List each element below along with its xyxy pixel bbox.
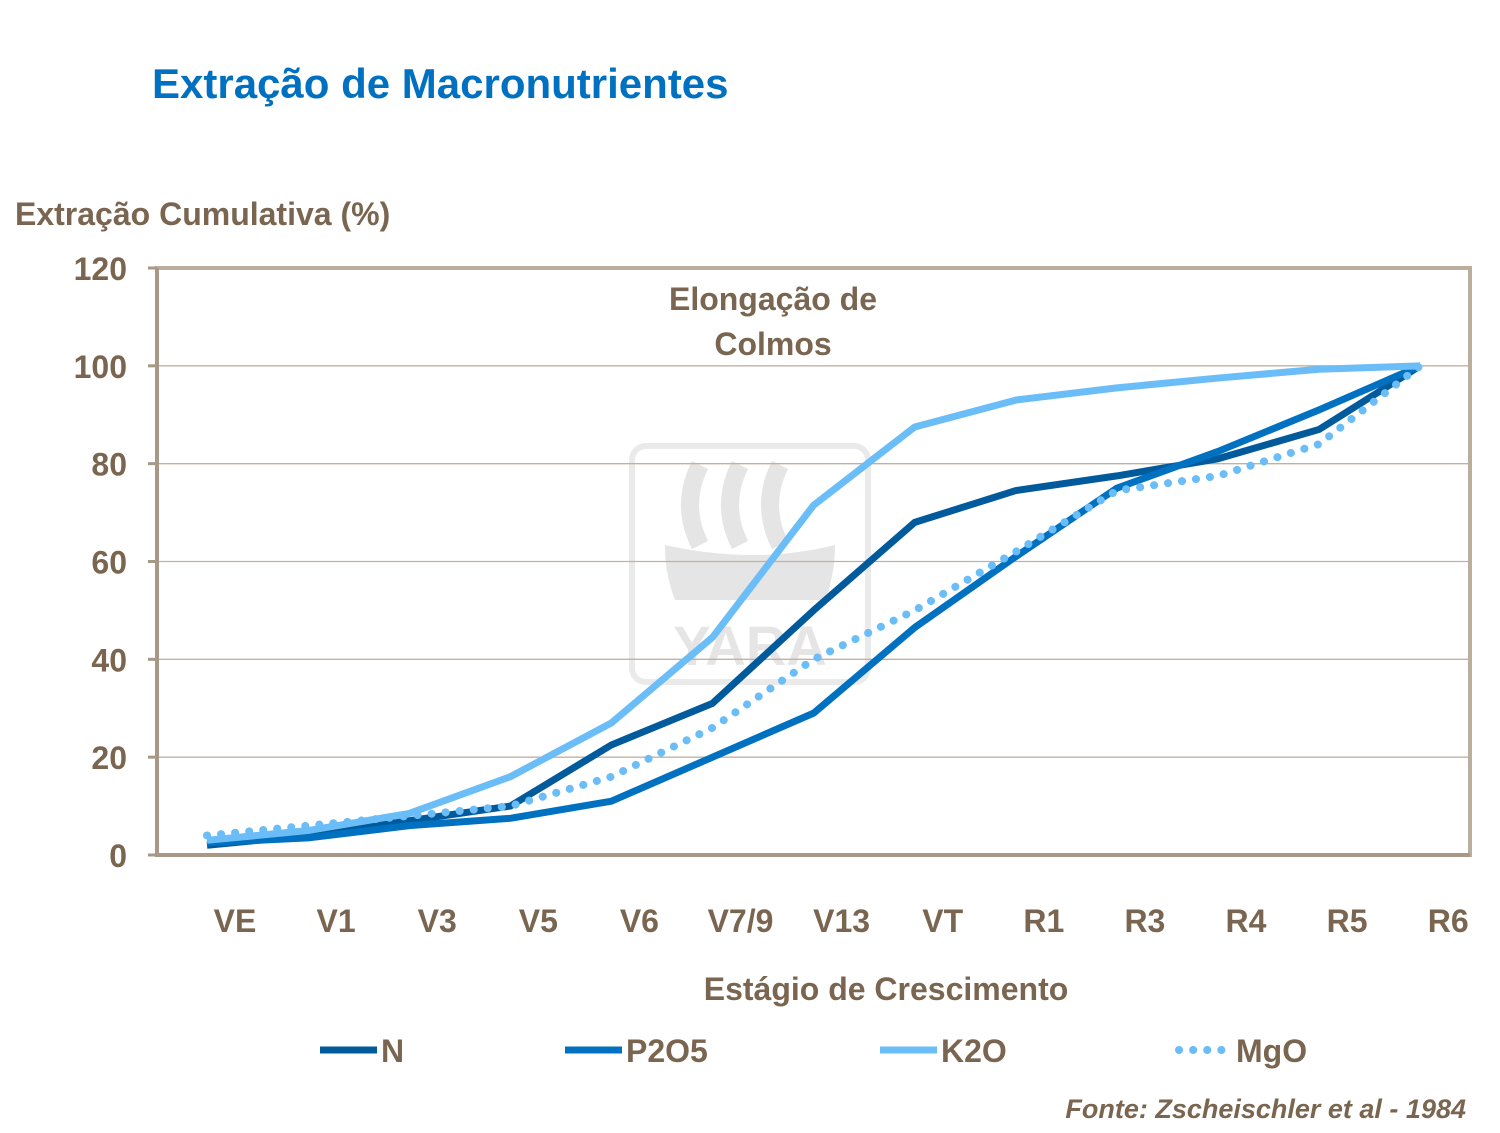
y-tick-label: 60 <box>91 545 127 581</box>
annotation-line2: Colmos <box>714 326 831 362</box>
watermark-logo: YARA <box>629 443 871 685</box>
x-tick-label: V13 <box>813 903 870 939</box>
y-ticks: 0 20 40 60 80 100 120 <box>74 251 157 874</box>
x-tick-label: V3 <box>418 903 457 939</box>
legend: N P2O5 K2O MgO <box>320 1033 1307 1069</box>
x-tick-label: VE <box>214 903 257 939</box>
x-tick-label: R3 <box>1124 903 1165 939</box>
series-lines <box>203 361 1425 849</box>
legend-label-n: N <box>381 1033 404 1069</box>
y-tick-label: 120 <box>74 251 127 287</box>
x-tick-label: R4 <box>1226 903 1267 939</box>
source-note: Fonte: Zscheischler et al - 1984 <box>1065 1094 1466 1124</box>
legend-label-p2o5: P2O5 <box>626 1033 708 1069</box>
grid <box>155 266 1472 857</box>
x-tick-label: V7/9 <box>708 903 774 939</box>
x-ticks: VE V1 V3 V5 V6 V7/9 V13 VT R1 R3 R4 R5 R6 <box>214 903 1469 939</box>
x-tick-label: R5 <box>1327 903 1368 939</box>
series-line-n <box>206 362 1423 849</box>
y-tick-label: 20 <box>91 740 127 776</box>
x-tick-label: VT <box>922 903 963 939</box>
y-tick-label: 40 <box>91 642 127 678</box>
series-line-p2o5 <box>206 362 1422 847</box>
y-tick-label: 100 <box>74 349 127 385</box>
x-axis-label: Estágio de Crescimento <box>704 971 1069 1007</box>
x-tick-label: V6 <box>620 903 659 939</box>
series-line-k2o <box>206 362 1421 844</box>
y-tick-label: 0 <box>109 838 127 874</box>
x-tick-label: R6 <box>1428 903 1469 939</box>
legend-label-mgo: MgO <box>1236 1033 1307 1069</box>
x-tick-label: V5 <box>519 903 558 939</box>
x-tick-label: R1 <box>1023 903 1064 939</box>
y-axis-label: Extração Cumulativa (%) <box>15 196 390 232</box>
chart-title: Extração de Macronutrientes <box>152 60 729 107</box>
series-line-mgo <box>203 361 1425 840</box>
y-tick-label: 80 <box>91 447 127 483</box>
legend-label-k2o: K2O <box>941 1033 1007 1069</box>
x-tick-label: V1 <box>317 903 356 939</box>
annotation-line1: Elongação de <box>669 281 877 317</box>
